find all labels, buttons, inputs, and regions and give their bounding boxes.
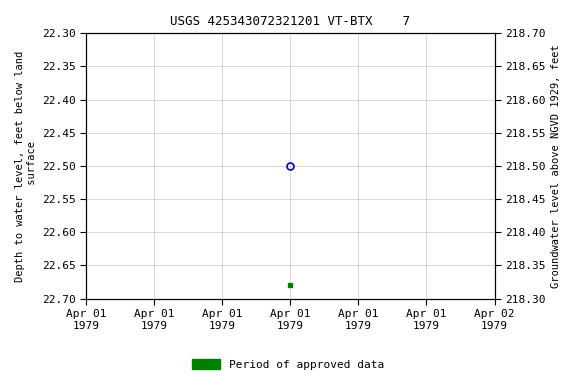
Y-axis label: Depth to water level, feet below land
 surface: Depth to water level, feet below land su…	[15, 50, 37, 281]
Y-axis label: Groundwater level above NGVD 1929, feet: Groundwater level above NGVD 1929, feet	[551, 44, 561, 288]
Legend: Period of approved data: Period of approved data	[188, 355, 388, 375]
Title: USGS 425343072321201 VT-BTX    7: USGS 425343072321201 VT-BTX 7	[170, 15, 411, 28]
